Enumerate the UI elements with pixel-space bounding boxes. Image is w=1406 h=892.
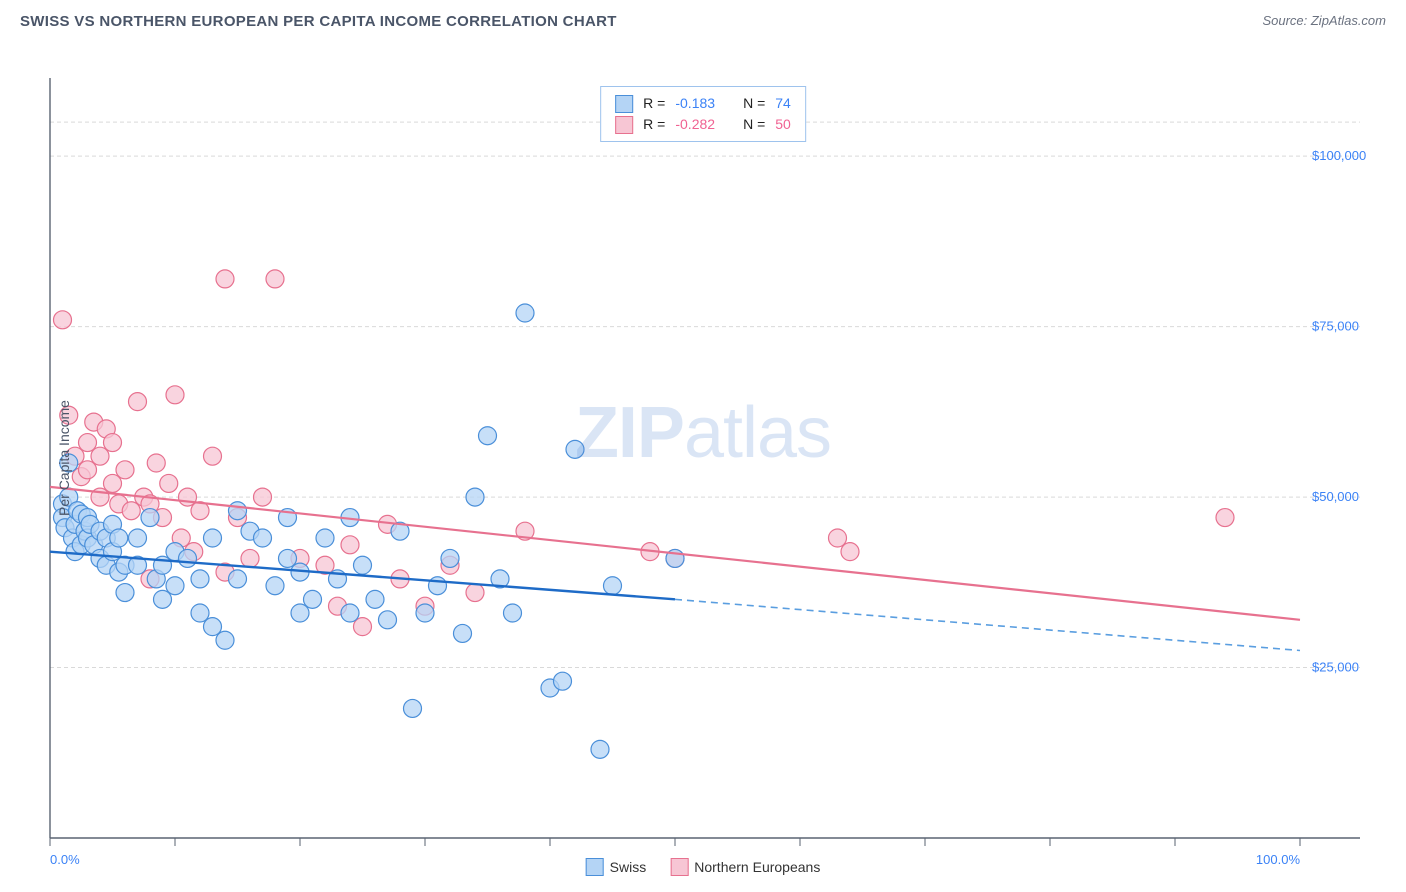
n-value-northern: 50 [775, 114, 791, 135]
source-label: Source: [1262, 13, 1310, 28]
swatch-northern-icon [670, 858, 688, 876]
chart-title: SWISS VS NORTHERN EUROPEAN PER CAPITA IN… [20, 13, 617, 30]
n-label: N = [743, 93, 765, 114]
correlation-legend: R = -0.183 N = 74 R = -0.282 N = 50 [600, 86, 806, 142]
r-label: R = [643, 114, 665, 135]
r-label: R = [643, 93, 665, 114]
legend-label-northern: Northern Europeans [694, 859, 820, 875]
svg-text:0.0%: 0.0% [50, 852, 80, 867]
correlation-row-northern: R = -0.282 N = 50 [615, 114, 791, 135]
swatch-swiss [615, 95, 633, 113]
n-value-swiss: 74 [775, 93, 791, 114]
r-value-northern: -0.282 [675, 114, 715, 135]
svg-text:100.0%: 100.0% [1256, 852, 1301, 867]
svg-text:$25,000: $25,000 [1312, 660, 1359, 675]
legend-item-swiss: Swiss [586, 858, 647, 876]
legend-label-swiss: Swiss [610, 859, 647, 875]
svg-text:$50,000: $50,000 [1312, 489, 1359, 504]
n-label: N = [743, 114, 765, 135]
legend-item-northern: Northern Europeans [670, 858, 820, 876]
svg-text:$100,000: $100,000 [1312, 148, 1366, 163]
chart-container: Per Capita Income ZIPatlas $25,000$50,00… [0, 38, 1406, 878]
y-axis-label: Per Capita Income [56, 400, 72, 516]
source-value: ZipAtlas.com [1311, 13, 1386, 28]
svg-text:$75,000: $75,000 [1312, 319, 1359, 334]
source-attribution: Source: ZipAtlas.com [1262, 12, 1386, 30]
r-value-swiss: -0.183 [675, 93, 715, 114]
correlation-row-swiss: R = -0.183 N = 74 [615, 93, 791, 114]
series-legend: Swiss Northern Europeans [586, 858, 821, 876]
swatch-northern [615, 116, 633, 134]
swatch-swiss-icon [586, 858, 604, 876]
scatter-chart: $25,000 $50,000 $75,000 $100,000 0.0% 100.0% [0, 38, 1406, 878]
